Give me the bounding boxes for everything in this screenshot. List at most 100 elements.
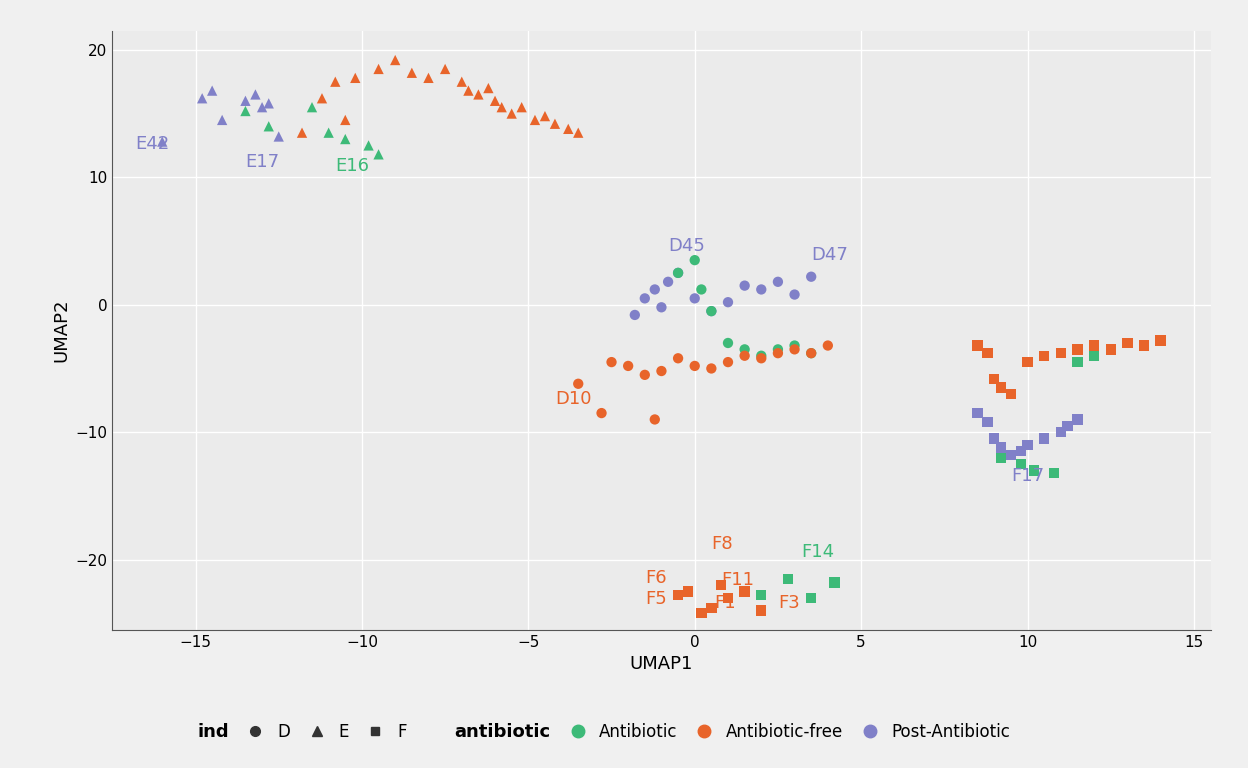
Point [1067,413,1087,425]
Point [718,592,738,604]
Point [658,276,678,288]
Point [436,63,456,75]
Point [685,293,705,305]
Point [418,71,438,84]
Point [625,309,645,321]
Point [718,337,738,349]
Point [977,415,997,428]
Point [1001,388,1021,400]
Point [785,289,805,301]
Point [452,75,472,88]
Point [768,276,787,288]
Text: F8: F8 [711,535,733,554]
Legend: ind, D, E, F, antibiotic, Antibiotic, Antibiotic-free, Post-Antibiotic: ind, D, E, F, antibiotic, Antibiotic, An… [152,716,1017,747]
Point [602,356,622,368]
Text: F1: F1 [715,594,736,612]
Point [718,356,738,368]
Point [258,98,278,110]
Point [236,94,256,107]
Point [1011,445,1031,458]
Point [691,607,711,619]
Point [668,266,688,279]
Point [751,604,771,617]
Point [785,343,805,356]
X-axis label: UMAP1: UMAP1 [630,655,693,674]
Point [402,67,422,79]
Point [768,347,787,359]
Point [1025,465,1045,477]
Point [711,579,731,591]
Text: F14: F14 [801,543,835,561]
Text: E17: E17 [246,153,280,171]
Point [1001,449,1021,462]
Point [1067,356,1087,368]
Point [192,92,212,104]
Point [1051,347,1071,359]
Point [1067,343,1087,356]
Point [558,123,578,135]
Y-axis label: UMAP2: UMAP2 [52,299,70,362]
Point [525,114,545,126]
Point [635,369,655,381]
Point [152,135,172,147]
Point [336,133,356,145]
Point [318,127,338,139]
Point [1057,419,1077,432]
Point [485,94,505,107]
Point [618,359,638,372]
Point [735,280,755,292]
Point [701,362,721,375]
Point [1051,426,1071,439]
Point [985,372,1005,385]
Point [1017,356,1037,368]
Point [368,148,388,161]
Point [202,84,222,97]
Point [635,293,655,305]
Point [991,442,1011,454]
Point [718,296,738,308]
Point [801,347,821,359]
Point [592,407,612,419]
Point [358,139,378,151]
Point [651,365,671,377]
Point [701,305,721,317]
Point [668,266,688,279]
Point [458,84,478,97]
Point [292,127,312,139]
Point [535,110,555,122]
Point [312,92,332,104]
Point [977,347,997,359]
Point [651,301,671,313]
Point [1101,343,1121,356]
Point [1011,458,1031,470]
Point [645,283,665,296]
Point [701,602,721,614]
Point [502,108,522,120]
Point [825,577,845,589]
Point [302,101,322,114]
Point [236,105,256,118]
Point [768,343,787,356]
Point [1151,334,1171,346]
Text: F11: F11 [721,571,754,589]
Point [668,353,688,365]
Point [1085,339,1104,352]
Point [1045,467,1065,479]
Point [545,118,565,130]
Point [735,343,755,356]
Point [991,452,1011,464]
Point [512,101,532,114]
Point [386,54,406,66]
Text: D47: D47 [811,246,849,264]
Point [568,378,588,390]
Point [478,82,498,94]
Point [785,339,805,352]
Point [568,127,588,139]
Point [967,339,987,352]
Point [258,120,278,132]
Point [735,585,755,598]
Text: E42: E42 [136,135,170,154]
Point [492,101,512,114]
Point [268,131,288,143]
Point [985,432,1005,445]
